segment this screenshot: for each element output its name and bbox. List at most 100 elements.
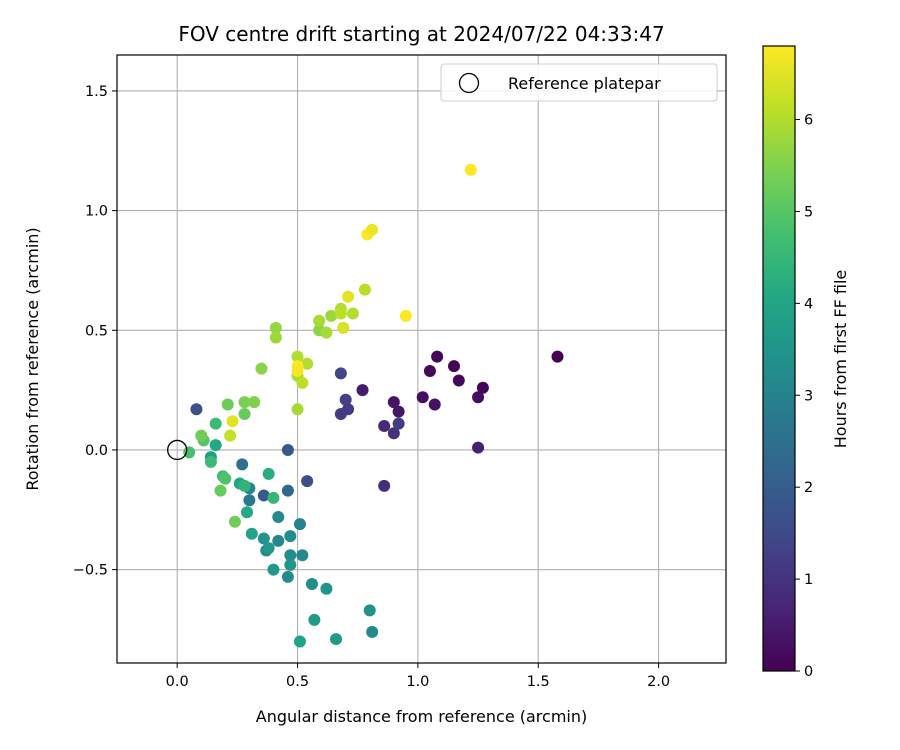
data-point [190, 403, 203, 416]
data-point [236, 458, 249, 471]
data-point [472, 441, 485, 454]
data-point [358, 283, 371, 296]
y-tick-label: 0.0 [85, 443, 108, 459]
data-point [269, 331, 282, 344]
data-point [334, 367, 347, 380]
data-point [214, 484, 227, 497]
data-point [378, 420, 391, 433]
data-point [257, 489, 270, 502]
data-point [257, 532, 270, 545]
x-axis-ticks: 0.0 0.5 1.0 1.5 2.0 [166, 663, 670, 690]
data-point [337, 321, 350, 334]
data-point [334, 307, 347, 320]
colorbar-tick-label: 5 [804, 204, 813, 220]
data-point [296, 549, 309, 562]
colorbar-tick-label: 0 [804, 664, 813, 680]
colorbar-gradient [762, 45, 796, 672]
data-point [291, 364, 304, 377]
data-point [399, 309, 412, 322]
y-tick-label: −0.5 [73, 563, 108, 579]
data-point [308, 613, 321, 626]
data-point [387, 427, 400, 440]
data-point [262, 542, 275, 555]
y-tick-label: 1.0 [85, 204, 108, 220]
data-point [431, 350, 444, 363]
data-point [452, 374, 465, 387]
data-point [320, 326, 333, 339]
data-point [363, 604, 376, 617]
data-point [472, 391, 485, 404]
y-tick-label: 0.5 [85, 323, 108, 339]
colorbar-tick-label: 4 [804, 296, 813, 312]
data-point [238, 396, 251, 409]
data-point [291, 350, 304, 363]
data-point [291, 403, 304, 416]
data-point [313, 314, 326, 327]
chart-title: FOV centre drift starting at 2024/07/22 … [178, 22, 664, 46]
colorbar-tick-label: 2 [804, 480, 813, 496]
data-point [464, 163, 477, 176]
data-point [428, 398, 441, 411]
x-tick-label: 0.5 [286, 674, 309, 690]
data-point [476, 381, 489, 394]
y-axis-ticks: −0.5 0.0 0.5 1.0 1.5 [73, 84, 117, 579]
data-point [209, 439, 222, 452]
legend-box [440, 63, 718, 102]
x-axis-label: Angular distance from reference (arcmin) [256, 707, 587, 726]
data-point [248, 396, 261, 409]
data-point [325, 309, 338, 322]
data-point [204, 455, 217, 468]
colorbar-tick-label: 3 [804, 388, 813, 404]
data-point [281, 443, 294, 456]
data-point [183, 446, 196, 459]
legend: Reference platepar [440, 63, 718, 102]
data-point [240, 506, 253, 519]
data-point [346, 307, 359, 320]
data-point [296, 376, 309, 389]
data-point [238, 479, 251, 492]
data-point [245, 527, 258, 540]
data-point [366, 625, 379, 638]
data-point [262, 467, 275, 480]
data-point [281, 484, 294, 497]
y-axis-label: Rotation from reference (arcmin) [23, 227, 42, 490]
data-point [416, 391, 429, 404]
data-point [209, 417, 222, 430]
colorbar-label: Hours from first FF file [831, 270, 850, 449]
data-point [272, 534, 285, 547]
data-point [301, 475, 314, 488]
legend-marker-icon [458, 72, 480, 94]
data-point [269, 321, 282, 334]
data-point [224, 429, 237, 442]
reference-platepar-marker [167, 439, 188, 461]
data-point [226, 415, 239, 428]
data-points [183, 163, 564, 648]
data-point [342, 290, 355, 303]
data-point [243, 494, 256, 507]
data-point [284, 530, 297, 543]
data-point [284, 558, 297, 571]
colorbar: 0 1 2 3 4 5 6 Hours from first FF file [762, 45, 850, 680]
data-point [334, 408, 347, 421]
data-point [305, 578, 318, 591]
reference-layer [167, 439, 188, 461]
data-point [339, 393, 352, 406]
data-point [320, 582, 333, 595]
data-point [301, 357, 314, 370]
data-point [228, 515, 241, 528]
data-point [284, 549, 297, 562]
x-tick-label: 2.0 [647, 674, 670, 690]
data-point [281, 570, 294, 583]
data-point [238, 408, 251, 421]
colorbar-ticks: 0 1 2 3 4 5 6 [795, 113, 813, 680]
data-point [293, 635, 306, 648]
colorbar-tick-label: 1 [804, 572, 813, 588]
data-point [366, 223, 379, 236]
colorbar-tick-label: 6 [804, 113, 813, 129]
data-point [392, 405, 405, 418]
y-tick-label: 1.5 [85, 84, 108, 100]
data-point [219, 472, 232, 485]
data-point [267, 563, 280, 576]
